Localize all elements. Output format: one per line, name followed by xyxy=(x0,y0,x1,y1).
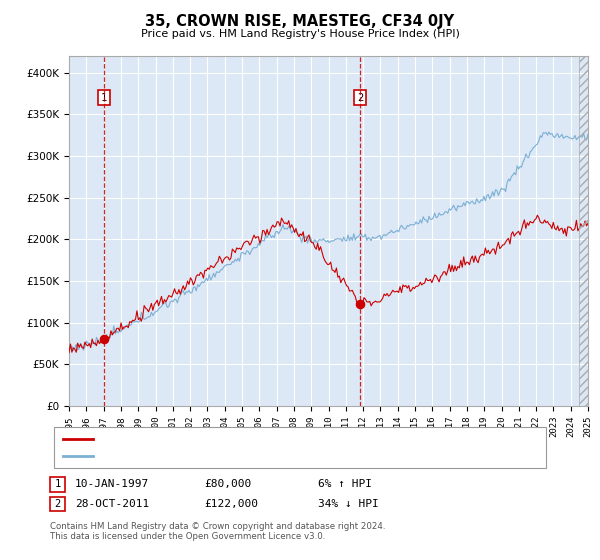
Text: 10-JAN-1997: 10-JAN-1997 xyxy=(75,479,149,489)
Text: 35, CROWN RISE, MAESTEG, CF34 0JY (detached house): 35, CROWN RISE, MAESTEG, CF34 0JY (detac… xyxy=(99,433,390,444)
Text: Contains HM Land Registry data © Crown copyright and database right 2024.
This d: Contains HM Land Registry data © Crown c… xyxy=(50,522,385,542)
Text: 35, CROWN RISE, MAESTEG, CF34 0JY: 35, CROWN RISE, MAESTEG, CF34 0JY xyxy=(145,14,455,29)
Text: £122,000: £122,000 xyxy=(204,499,258,509)
Point xyxy=(355,300,365,309)
Text: 2: 2 xyxy=(55,499,61,509)
Text: 2: 2 xyxy=(357,92,363,102)
Text: Price paid vs. HM Land Registry's House Price Index (HPI): Price paid vs. HM Land Registry's House … xyxy=(140,29,460,39)
Text: HPI: Average price, detached house, Bridgend: HPI: Average price, detached house, Brid… xyxy=(99,451,339,461)
Text: 1: 1 xyxy=(101,92,107,102)
Text: £80,000: £80,000 xyxy=(204,479,251,489)
Text: 6% ↑ HPI: 6% ↑ HPI xyxy=(318,479,372,489)
Text: 1: 1 xyxy=(55,479,61,489)
Point xyxy=(100,335,109,344)
Text: 28-OCT-2011: 28-OCT-2011 xyxy=(75,499,149,509)
Text: 34% ↓ HPI: 34% ↓ HPI xyxy=(318,499,379,509)
